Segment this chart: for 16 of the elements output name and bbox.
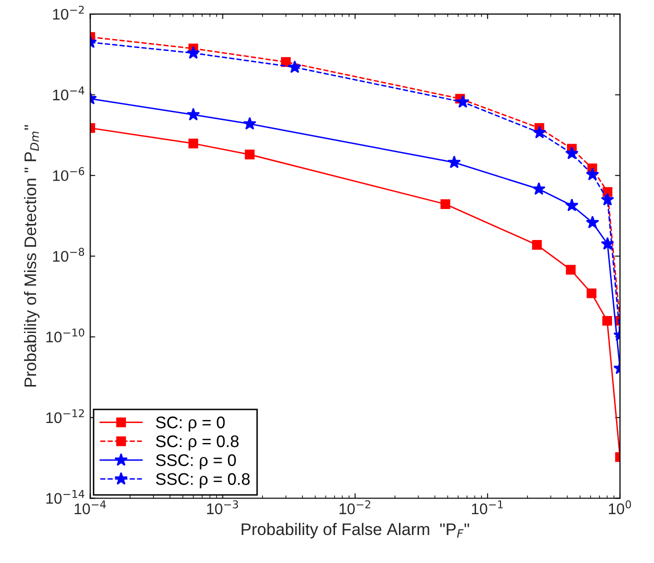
y-tick-label: 10$^{−8}$ [53, 248, 84, 262]
y-tick-label: 10$^{−4}$ [53, 86, 84, 100]
x-tick-label: 10$^{−1}$ [472, 500, 503, 514]
y-tick-label: 10$^{−10}$ [46, 328, 84, 342]
y-axis-title: Probability of Miss Detection " P$_{Dm}$" [24, 125, 40, 387]
x-axis-title: Probability of False Alarm "P$_{F}$" [242, 522, 470, 538]
legend-label: SSC: ρ = 0 [156, 454, 236, 470]
x-tick-label: 10$^{−2}$ [340, 500, 370, 514]
x-tick-label: 10$^{−3}$ [207, 500, 238, 514]
legend-label: SC: ρ = 0.8 [156, 435, 239, 451]
y-tick-label: 10$^{−6}$ [53, 167, 84, 182]
x-tick-label: 10$^{0}$ [608, 500, 632, 514]
y-tick-label: 10$^{−2}$ [53, 6, 84, 20]
legend-label: SC: ρ = 0 [156, 416, 225, 432]
y-tick-label: 10$^{−12}$ [46, 409, 84, 424]
legend-label: SSC: ρ = 0.8 [156, 473, 250, 488]
